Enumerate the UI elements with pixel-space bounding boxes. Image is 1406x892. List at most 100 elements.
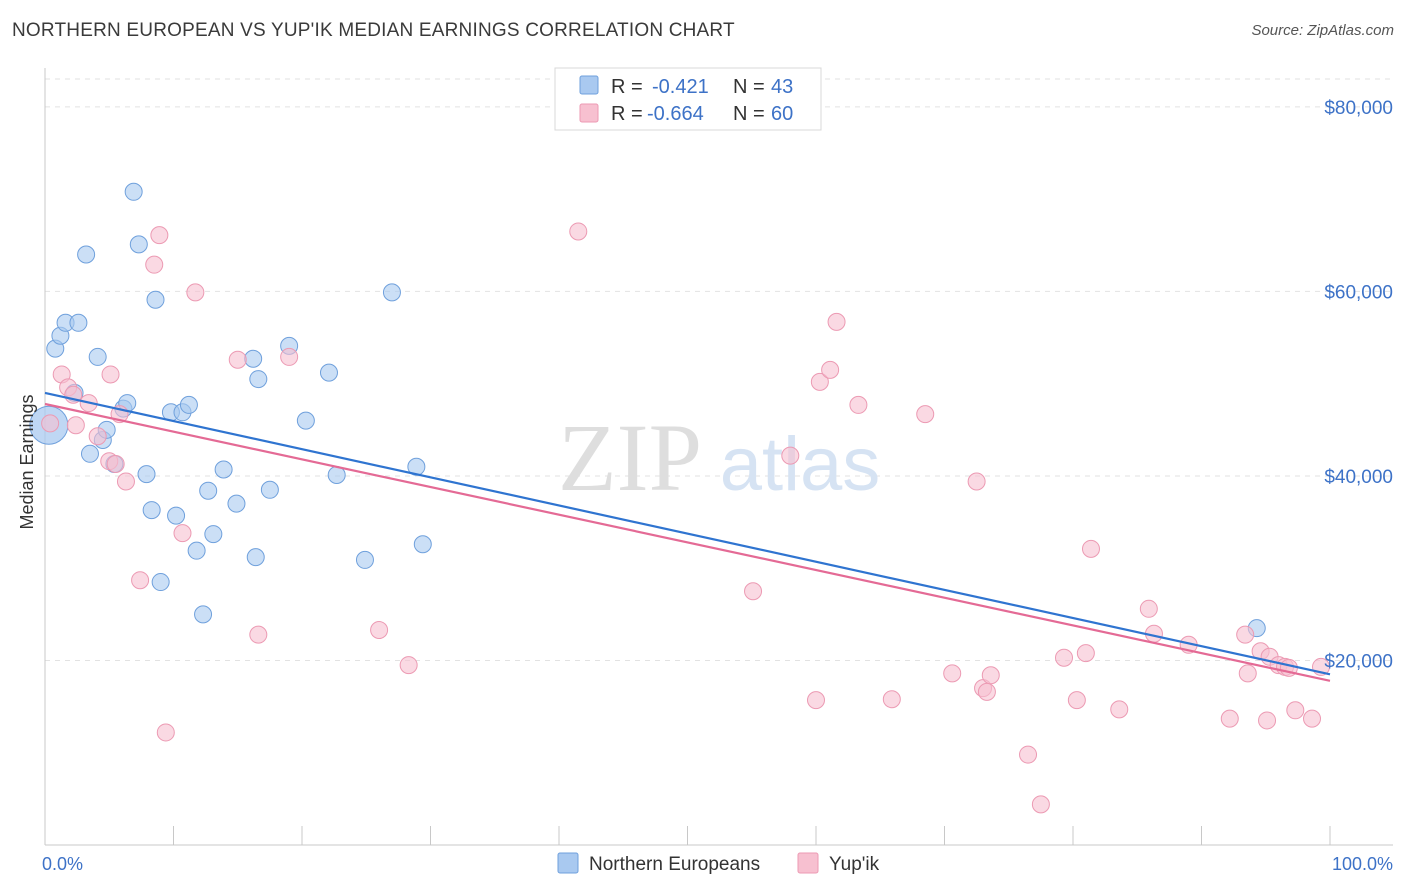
y-axis-label: Median Earnings: [17, 394, 37, 529]
yupik-point: [1055, 648, 1074, 667]
yupik-point: [943, 664, 962, 683]
chart-title: NORTHERN EUROPEAN VS YUP'IK MEDIAN EARNI…: [12, 20, 735, 41]
northern-european-point: [246, 548, 265, 567]
yupik-point: [967, 472, 986, 491]
yupik-point: [1067, 691, 1086, 710]
legend-item-northern-swatch: [557, 852, 579, 874]
yupik-point: [106, 454, 125, 473]
northern-european-point: [214, 460, 233, 479]
y-tick-label: $20,000: [1324, 651, 1393, 672]
x-tick-label-max: 100.0%: [1332, 854, 1393, 874]
yupik-point: [807, 691, 825, 710]
yupik-point: [88, 427, 107, 446]
yupik-point: [228, 350, 247, 369]
chart-source: Source: ZipAtlas.com: [1251, 22, 1394, 39]
northern-european-point: [187, 541, 206, 560]
axes: [44, 68, 1393, 846]
northern-european-point: [227, 494, 246, 513]
legend-n-value-2: 60: [771, 103, 793, 125]
yupik-point: [116, 472, 135, 491]
yupik-point: [66, 416, 85, 435]
yupik-point: [156, 723, 175, 742]
yupik-point: [1220, 709, 1239, 728]
northern-european-point: [382, 283, 401, 302]
northern-european-point: [260, 480, 279, 499]
yupik-point: [131, 571, 150, 590]
legend-item-yupik: Yup'ik: [829, 854, 880, 875]
northern-european-trend-line: [44, 391, 1331, 676]
northern-european-point: [146, 290, 165, 309]
legend-n-label-2: N =: [733, 103, 765, 125]
y-tick-labels: $20,000 $40,000 $60,000 $80,000: [1324, 98, 1393, 673]
yupik-point: [1139, 599, 1158, 618]
gridlines: [45, 78, 1393, 661]
legend-n-label-1: N =: [733, 76, 765, 98]
y-tick-label: $80,000: [1324, 98, 1393, 119]
yupik-point: [821, 360, 840, 379]
northern-european-point: [129, 235, 148, 254]
yupik-point: [280, 347, 299, 366]
watermark-atlas: atlas: [720, 422, 881, 507]
northern-european-point: [77, 245, 96, 264]
yupik-point: [849, 395, 868, 414]
northern-european-point: [204, 525, 223, 544]
northern-european-point: [167, 506, 186, 525]
yupik-point: [150, 226, 169, 245]
legend-stats: R = -0.421 N = 43 R = -0.664 N = 60: [554, 67, 822, 131]
yupik-point: [186, 283, 205, 302]
legend-r-label-1: R =: [611, 76, 643, 98]
yupik-point: [827, 312, 846, 331]
northern-european-point: [249, 370, 268, 389]
yupik-trend-line: [44, 402, 1331, 682]
yupik-point: [1019, 745, 1038, 764]
legend-series: Northern Europeans Yup'ik: [557, 852, 880, 875]
yupik-point: [1303, 709, 1322, 728]
legend-swatch-yupik: [579, 103, 599, 123]
northern-european-point: [142, 501, 161, 520]
legend-r-value-2: -0.664: [647, 103, 704, 125]
northern-european-point: [137, 465, 156, 484]
legend-n-value-1: 43: [771, 76, 793, 98]
x-tick-label-min: 0.0%: [42, 854, 83, 874]
legend-r-value-1: -0.421: [652, 76, 709, 98]
yupik-point: [981, 666, 1000, 685]
northern-european-point: [194, 605, 213, 624]
northern-european-point: [296, 411, 315, 430]
legend-item-northern: Northern Europeans: [589, 854, 760, 875]
y-tick-label: $40,000: [1324, 467, 1393, 488]
yupik-point: [1076, 644, 1095, 663]
northern-european-point: [69, 313, 88, 332]
yupik-point: [1236, 625, 1255, 644]
yupik-point: [1081, 539, 1100, 558]
yupik-point: [249, 625, 268, 644]
yupik-point: [173, 524, 192, 543]
y-tick-label: $60,000: [1324, 282, 1393, 303]
northern-european-point: [124, 182, 143, 201]
northern-european-point: [179, 395, 198, 414]
yupik-point: [1031, 795, 1050, 814]
northern-european-point: [88, 347, 107, 366]
yupik-point: [1110, 700, 1129, 719]
legend-swatch-northern: [579, 75, 599, 95]
northern-european-point: [413, 535, 432, 554]
yupik-point: [399, 656, 418, 675]
yupik-point: [810, 372, 829, 391]
yupik-point: [41, 414, 60, 433]
yupik-point: [781, 446, 800, 465]
northern-european-point: [319, 363, 338, 382]
yupik-point: [882, 690, 901, 709]
northern-european-point: [355, 550, 374, 569]
watermark-zip: ZIP: [558, 404, 702, 511]
yupik-point: [1258, 711, 1277, 730]
yupik-point: [977, 682, 996, 701]
yupik-point: [1238, 664, 1257, 683]
trend-lines: [44, 391, 1331, 682]
yupik-point: [569, 222, 588, 241]
legend-r-label-2: R =: [611, 103, 643, 125]
watermark: ZIP atlas: [558, 404, 880, 511]
northern-european-point: [151, 573, 170, 592]
yupik-point: [101, 365, 120, 384]
yupik-point: [370, 621, 389, 640]
northern-european-point: [244, 349, 263, 368]
